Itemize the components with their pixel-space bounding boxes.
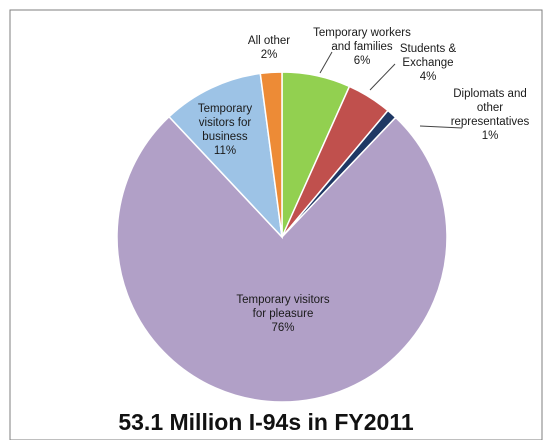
slice-label: Temporary visitors for business 11% <box>198 103 253 157</box>
slice-value-label: 76% <box>271 322 294 334</box>
pie-slice <box>259 71 283 238</box>
slice-label-line: other <box>477 102 503 114</box>
pie-slices <box>116 71 448 403</box>
leader-line <box>319 51 333 74</box>
slice-label-line: representatives <box>451 116 530 128</box>
slice-label: Temporary workers and families 6% <box>313 27 411 67</box>
slice-label: All other 2% <box>248 35 290 61</box>
slice-value-label: 2% <box>261 49 278 61</box>
slice-label-line: Diplomats and <box>453 88 527 100</box>
leader-line <box>419 125 463 129</box>
slice-label-line: Temporary visitors <box>236 294 330 306</box>
slice-label: Diplomats and other representatives 1% <box>451 88 530 142</box>
slice-label-line: for pleasure <box>253 308 314 320</box>
slice-label-line: business <box>202 131 248 143</box>
slice-value-label: 11% <box>214 145 236 157</box>
leader-lines <box>319 51 463 129</box>
slice-label-line: Exchange <box>402 57 453 69</box>
slice-value-label: 6% <box>354 55 371 67</box>
slice-label-line: Temporary workers <box>313 27 411 39</box>
pie-slice <box>167 72 284 240</box>
slice-label-line: All other <box>248 35 290 47</box>
slice-labels: Temporary workers and families 6% Students … <box>198 27 530 334</box>
slice-value-label: 4% <box>420 71 437 83</box>
slice-label: Temporary visitors for pleasure 76% <box>236 294 330 334</box>
chart-title: 53.1 Million I-94s in FY2011 <box>118 409 414 435</box>
leader-line <box>369 63 396 91</box>
slice-label-line: Temporary <box>198 103 253 115</box>
slice-value-label: 1% <box>482 130 499 142</box>
slice-label-line: Students & <box>400 43 457 55</box>
pie-slice <box>116 115 448 403</box>
slice-label-line: visitors for <box>199 117 252 129</box>
slice-label-line: and families <box>331 41 393 53</box>
slice-label: Students & Exchange 4% <box>400 43 457 83</box>
